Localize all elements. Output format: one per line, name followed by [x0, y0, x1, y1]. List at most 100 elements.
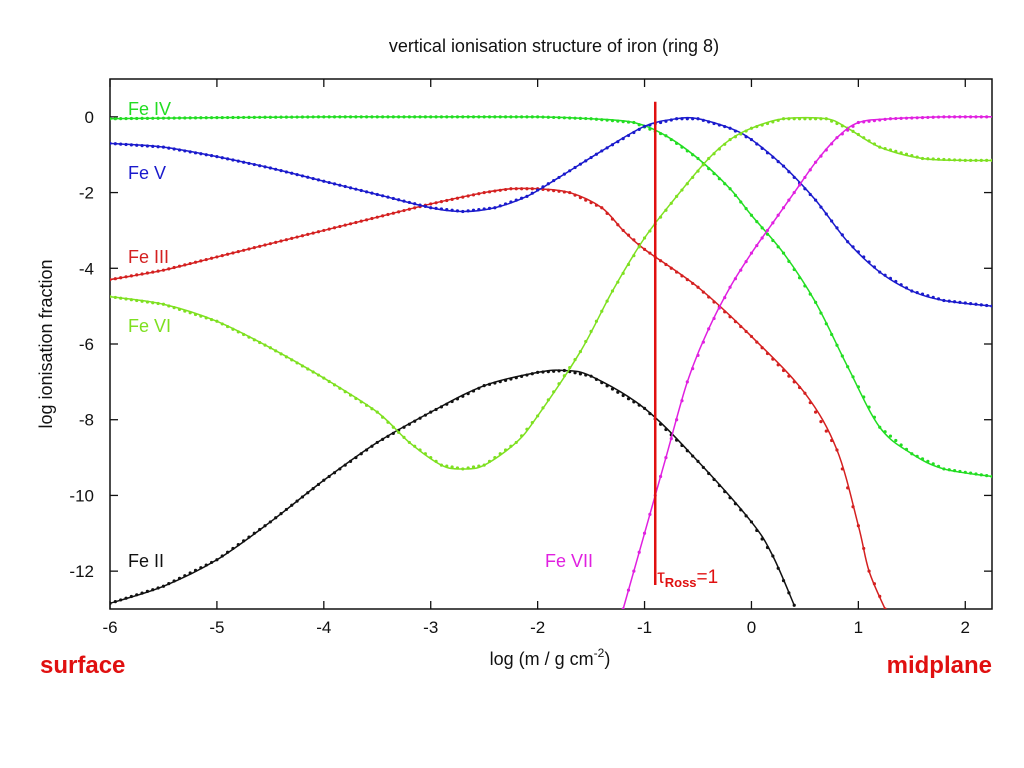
data-point	[926, 115, 930, 120]
data-point	[375, 215, 379, 219]
data-point	[899, 151, 903, 155]
data-point	[503, 378, 508, 382]
data-point	[733, 193, 738, 198]
data-point	[306, 232, 310, 237]
data-point	[466, 115, 470, 119]
series-label: Fe II	[128, 551, 164, 571]
data-point	[781, 206, 786, 210]
data-point	[386, 434, 390, 438]
data-point	[589, 155, 593, 160]
data-point	[541, 185, 545, 189]
data-point	[413, 202, 417, 206]
data-point	[808, 401, 812, 405]
data-point	[177, 307, 182, 311]
data-point	[370, 191, 374, 195]
data-point	[717, 123, 721, 127]
data-point	[546, 370, 550, 374]
data-point	[445, 115, 449, 119]
data-point	[236, 330, 240, 334]
data-point	[290, 358, 294, 362]
x-tick-label: -3	[423, 618, 438, 637]
data-point	[375, 440, 379, 445]
data-point	[568, 169, 572, 173]
data-point	[851, 124, 855, 128]
data-point	[632, 120, 636, 125]
series-line	[110, 116, 992, 307]
data-point	[680, 274, 684, 278]
data-point	[717, 483, 721, 488]
data-point	[439, 405, 444, 409]
data-point	[600, 381, 604, 385]
data-point	[364, 403, 369, 407]
data-point	[306, 367, 310, 371]
data-point	[129, 298, 133, 302]
data-point	[792, 267, 796, 272]
data-point	[300, 495, 305, 499]
data-point	[199, 566, 203, 570]
data-point	[749, 126, 754, 130]
data-point	[867, 139, 871, 143]
data-point	[193, 151, 198, 155]
y-tick-label: -4	[79, 259, 94, 278]
data-point	[584, 116, 588, 121]
data-point	[466, 466, 470, 470]
data-point	[723, 182, 727, 186]
data-point	[846, 365, 850, 369]
data-point	[675, 418, 679, 422]
data-point	[904, 116, 909, 120]
data-point	[391, 211, 395, 215]
data-point	[231, 327, 235, 331]
data-point	[140, 272, 144, 276]
data-point	[680, 443, 684, 448]
data-point	[605, 299, 609, 303]
data-point	[605, 118, 609, 122]
data-point	[397, 210, 401, 214]
data-point	[675, 270, 679, 274]
data-point	[482, 207, 486, 211]
data-point	[418, 203, 422, 207]
data-point	[781, 579, 786, 583]
data-point	[878, 145, 882, 149]
data-point	[776, 160, 780, 164]
data-point	[145, 589, 150, 593]
data-point	[872, 119, 877, 123]
data-point	[220, 322, 224, 326]
data-point	[589, 201, 593, 205]
data-point	[343, 390, 347, 394]
x-axis-label-close: )	[604, 649, 610, 669]
y-tick-label: -12	[69, 562, 94, 581]
data-point	[594, 152, 599, 156]
data-point	[947, 158, 951, 162]
data-point	[343, 463, 347, 467]
data-point	[931, 462, 935, 466]
data-point	[776, 566, 780, 570]
data-point	[247, 247, 251, 251]
data-point	[904, 152, 909, 156]
data-point	[985, 158, 989, 162]
data-point	[381, 115, 385, 119]
data-point	[119, 142, 123, 146]
data-point	[792, 190, 796, 195]
data-point	[172, 116, 176, 120]
data-point	[872, 582, 877, 586]
data-point	[300, 174, 305, 178]
data-point	[135, 298, 139, 303]
data-point	[616, 280, 620, 284]
data-point	[295, 235, 299, 239]
data-point	[343, 184, 347, 189]
chart-title: vertical ionisation structure of iron (r…	[389, 36, 719, 56]
data-point	[888, 148, 893, 152]
data-point	[520, 196, 524, 200]
data-point	[354, 115, 358, 119]
data-point	[856, 385, 860, 389]
data-point	[899, 443, 903, 447]
data-point	[942, 115, 946, 119]
data-point	[306, 115, 310, 119]
data-point	[263, 343, 267, 347]
data-point	[835, 136, 839, 140]
data-point	[327, 474, 331, 479]
data-point	[723, 142, 727, 146]
data-point	[867, 569, 871, 573]
data-point	[578, 349, 583, 354]
data-point	[119, 598, 123, 602]
